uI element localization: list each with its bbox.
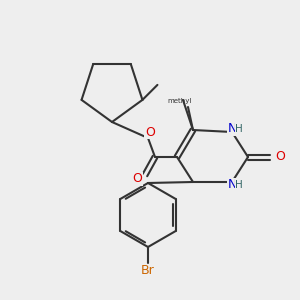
Text: Br: Br	[141, 265, 155, 278]
Text: N: N	[227, 122, 237, 136]
Text: methyl: methyl	[168, 98, 192, 104]
Text: H: H	[235, 124, 243, 134]
Text: O: O	[145, 125, 155, 139]
Text: H: H	[235, 180, 243, 190]
Text: O: O	[132, 172, 142, 185]
Text: N: N	[227, 178, 237, 191]
Text: O: O	[275, 151, 285, 164]
